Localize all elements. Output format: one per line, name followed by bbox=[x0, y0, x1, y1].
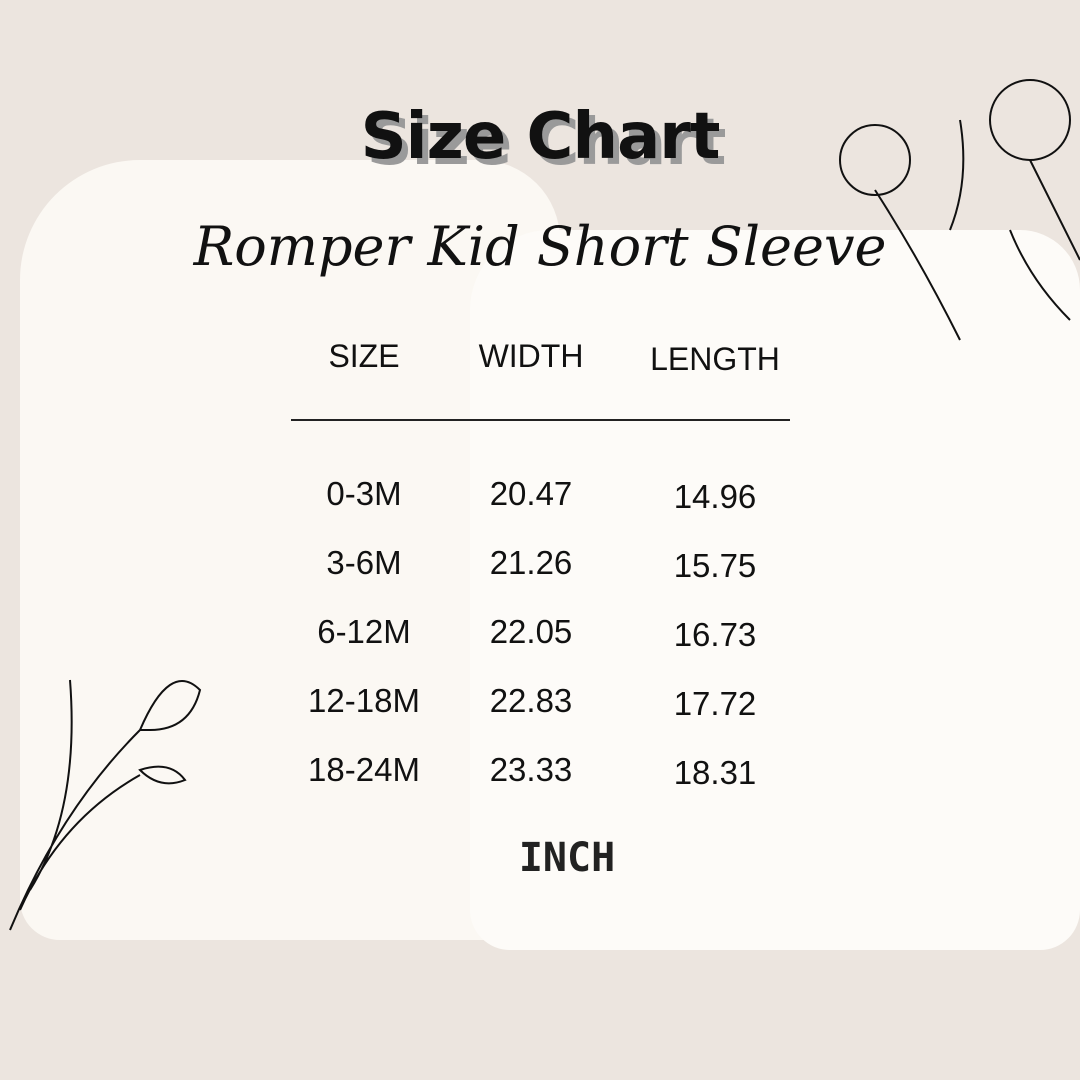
column-header-size: SIZE bbox=[328, 338, 400, 374]
product-subtitle: Romper Kid Short Sleeve bbox=[193, 215, 887, 278]
page-title: Size Chart bbox=[360, 100, 721, 174]
size-cell: 3-6M bbox=[326, 544, 402, 581]
header-divider bbox=[291, 419, 790, 421]
size-cell: 18-24M bbox=[308, 751, 420, 788]
length-cell: 15.75 bbox=[673, 547, 757, 584]
size-cell: 6-12M bbox=[317, 613, 411, 650]
size-cell: 12-18M bbox=[308, 682, 420, 719]
size-cell: 0-3M bbox=[326, 475, 402, 512]
length-cell: 16.73 bbox=[673, 616, 757, 653]
length-cell: 18.31 bbox=[673, 754, 757, 791]
width-cell: 22.83 bbox=[489, 682, 573, 719]
flower-drawing-icon bbox=[839, 79, 1080, 341]
width-cell: 23.33 bbox=[489, 751, 573, 788]
unit-label: INCH bbox=[518, 835, 616, 881]
length-cell: 14.96 bbox=[673, 478, 757, 515]
right-romper-garment bbox=[470, 230, 1080, 950]
width-cell: 22.05 bbox=[489, 613, 573, 650]
column-header-length: LENGTH bbox=[650, 341, 780, 377]
length-cell: 17.72 bbox=[673, 685, 757, 722]
column-header-width: WIDTH bbox=[478, 338, 584, 374]
tulip-drawing-icon bbox=[9, 679, 202, 931]
width-cell: 20.47 bbox=[489, 475, 573, 512]
width-cell: 21.26 bbox=[489, 544, 573, 581]
